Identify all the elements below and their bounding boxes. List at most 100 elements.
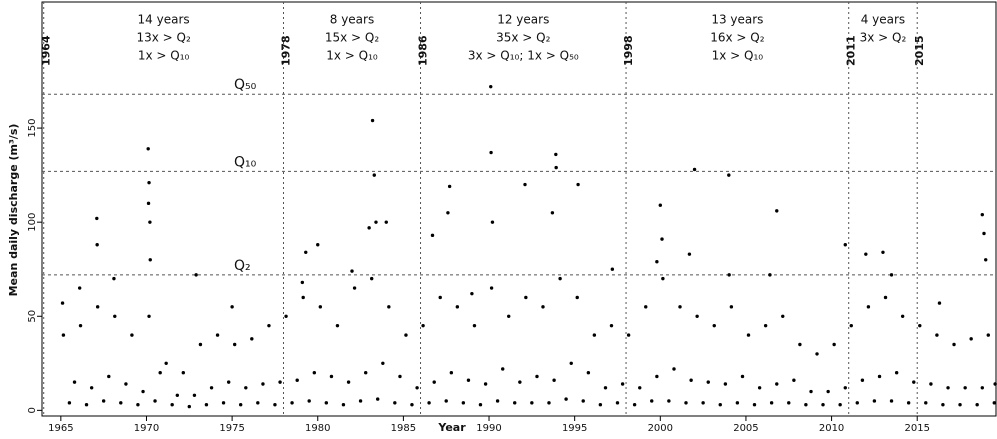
point [136,403,140,407]
x-tick-label: 1965 [48,423,73,434]
point [695,314,699,318]
point [398,374,402,379]
point [843,243,847,247]
point [958,403,962,407]
point [148,220,152,224]
point [650,399,654,403]
point [304,250,308,254]
point [798,342,802,347]
point [843,386,847,390]
point [530,401,534,405]
point [775,209,779,213]
point [489,150,493,155]
point [447,184,452,189]
point [221,401,226,405]
point [158,371,162,375]
point [415,386,419,390]
y-axis-label: Mean daily discharge (m³/s) [7,124,20,297]
point [364,371,368,375]
point [775,382,779,386]
point [300,280,305,285]
point [809,389,813,394]
point [769,401,774,405]
point [752,403,757,407]
point [615,401,620,405]
point [937,301,942,305]
point [609,323,614,328]
point [535,374,539,379]
point [350,269,354,273]
point [712,323,716,328]
point [372,173,376,177]
point [906,401,911,405]
period-count: 1x > Q₁₀ [138,49,190,63]
point [181,371,186,375]
period-count: 15x > Q₂ [325,31,380,45]
point [427,401,431,405]
point [541,305,545,309]
point [881,250,885,254]
point [655,259,659,264]
point [244,386,248,390]
point [307,399,311,403]
point [598,403,603,407]
point [370,118,375,123]
point [661,276,665,281]
point [984,258,988,262]
point [575,295,579,300]
point [740,374,745,379]
point [855,401,859,405]
point [975,403,979,407]
point [367,226,371,230]
point [381,361,385,366]
point [787,401,791,405]
point [67,401,72,405]
y-tick-label: 50 [27,310,38,323]
point [483,382,488,386]
point [513,401,517,405]
point [524,295,528,300]
point [198,342,203,347]
x-tick-label: 1975 [219,423,244,434]
point [72,380,77,384]
point [384,220,388,224]
point [804,403,808,407]
point [692,167,697,172]
period-count: 1x > Q₁₀ [712,49,764,63]
point [660,237,664,241]
break-label: 1978 [279,35,292,66]
period-years: 8 years [330,13,374,27]
point [655,374,659,379]
point [148,258,152,262]
point [592,333,597,337]
point [821,403,825,407]
x-tick-label: 1980 [305,423,330,434]
point [324,401,329,405]
point [727,273,731,277]
break-label: 1998 [622,35,635,66]
y-tick-label: 150 [27,119,38,138]
point [576,182,580,187]
threshold-label: Q₁₀ [234,154,257,170]
point [792,378,796,382]
point [352,286,357,290]
point [980,386,984,390]
break-label: 2015 [913,35,926,66]
point [119,401,123,405]
x-tick-label: 1970 [134,423,159,434]
point [781,314,785,318]
point [215,333,220,337]
point [620,382,625,386]
point [95,243,99,247]
point [946,386,950,390]
point [735,401,740,405]
point [564,397,568,401]
point [586,371,591,375]
point [466,378,471,382]
point [446,211,450,215]
point [261,382,265,386]
point [489,84,493,89]
point [250,337,254,341]
period-count: 3x > Q₁₀; 1x > Q₅₀ [468,49,579,63]
